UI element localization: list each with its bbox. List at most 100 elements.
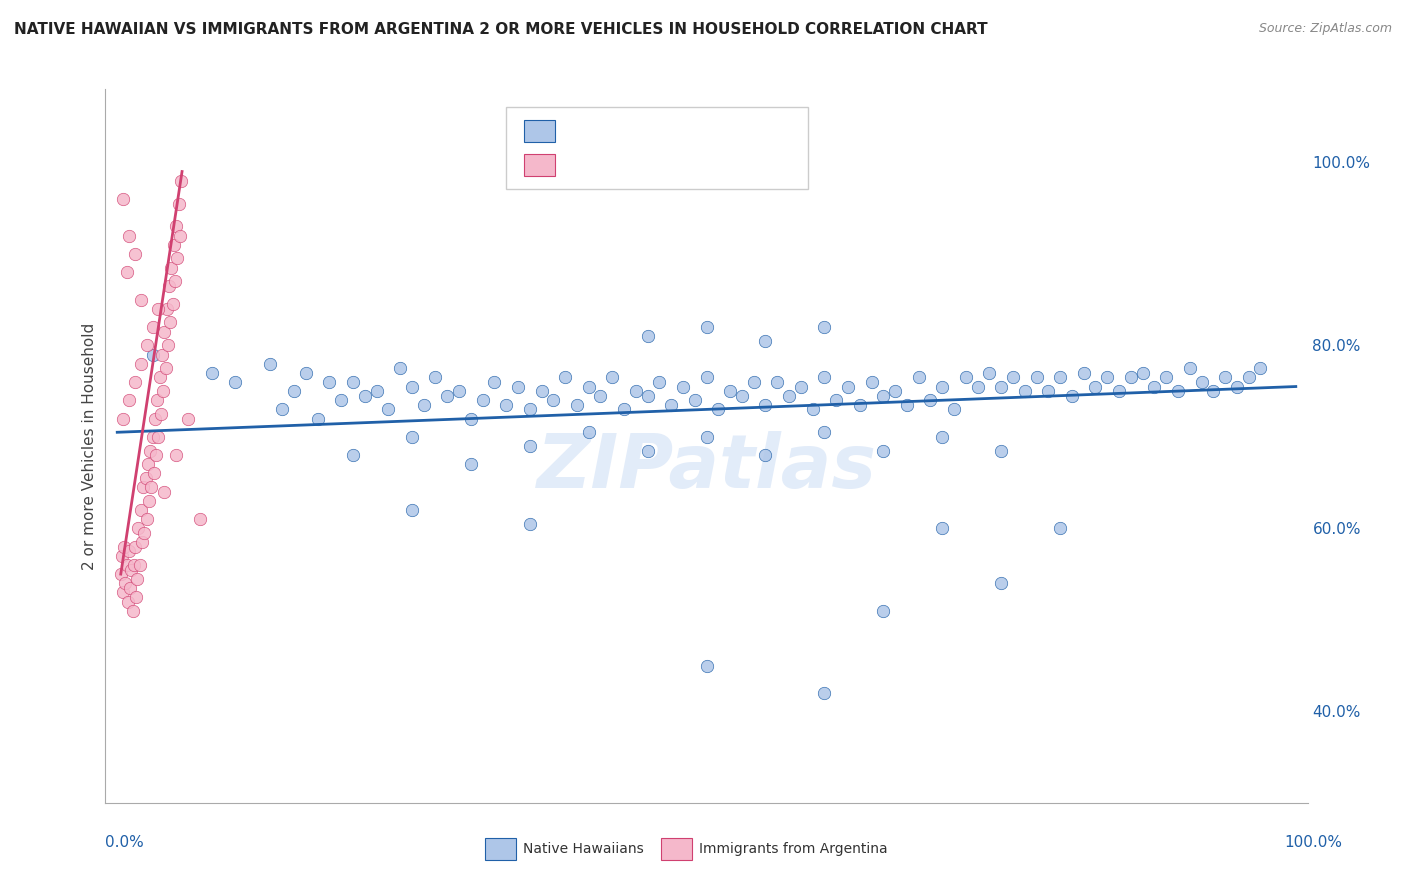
Point (127, 572, 149, 586)
Point (519, 439, 541, 453)
Point (1108, 384, 1130, 398)
Point (1001, 370, 1024, 384)
Point (115, 265, 138, 279)
Point (1014, 384, 1036, 398)
Point (1119, 370, 1142, 384)
Point (259, 357, 281, 371)
Point (112, 192, 135, 206)
Point (718, 384, 741, 398)
Point (271, 402, 294, 417)
Point (648, 375, 671, 389)
Point (696, 430, 718, 444)
Point (110, 567, 132, 582)
Point (167, 196, 190, 211)
Point (696, 658, 718, 673)
Text: R = 0.074   N = 114: R = 0.074 N = 114 (564, 124, 730, 138)
Point (896, 398, 918, 412)
Point (112, 411, 135, 425)
Point (872, 604, 894, 618)
Point (613, 402, 636, 417)
Point (624, 384, 647, 398)
Point (125, 590, 148, 604)
Point (565, 398, 588, 412)
Point (136, 458, 159, 472)
Point (931, 521, 953, 535)
Point (135, 338, 157, 352)
Point (696, 370, 718, 384)
Point (129, 357, 152, 371)
Point (790, 379, 813, 393)
Point (519, 516, 541, 531)
Point (122, 558, 145, 572)
Point (156, 301, 179, 316)
Point (813, 370, 835, 384)
Point (543, 393, 565, 408)
Point (118, 544, 141, 558)
Point (1084, 379, 1107, 393)
Point (447, 384, 470, 398)
Text: 100.0%: 100.0% (1285, 836, 1343, 850)
Point (460, 411, 482, 425)
Point (148, 301, 170, 316)
Point (111, 549, 134, 563)
Point (578, 425, 600, 440)
Point (813, 425, 835, 440)
Point (1226, 379, 1249, 393)
Point (837, 379, 859, 393)
Point (366, 384, 388, 398)
Point (170, 174, 193, 188)
Point (163, 237, 186, 252)
Point (134, 525, 156, 540)
Point (766, 375, 789, 389)
Point (145, 448, 167, 462)
Point (353, 389, 375, 403)
Point (1049, 370, 1071, 384)
Point (307, 411, 329, 425)
Point (142, 430, 165, 444)
Point (1154, 370, 1177, 384)
Point (318, 375, 340, 389)
Point (813, 686, 835, 700)
Point (135, 471, 157, 485)
Point (943, 402, 966, 417)
Point (142, 320, 165, 334)
Point (979, 366, 1001, 380)
Point (129, 293, 152, 307)
Point (149, 370, 172, 384)
Point (1178, 361, 1201, 376)
Point (401, 379, 423, 393)
Point (118, 393, 141, 408)
Point (401, 503, 423, 517)
Point (132, 480, 155, 494)
Point (152, 384, 174, 398)
Point (120, 562, 142, 576)
Point (149, 407, 172, 421)
Point (142, 467, 165, 481)
Point (696, 320, 718, 334)
Point (425, 370, 447, 384)
Point (124, 247, 146, 261)
Point (1237, 370, 1260, 384)
Point (436, 389, 458, 403)
Point (120, 581, 142, 595)
Point (920, 393, 942, 408)
Point (143, 411, 166, 425)
Point (884, 384, 907, 398)
Text: ZIPatlas: ZIPatlas (537, 431, 876, 504)
Point (115, 558, 138, 572)
Point (731, 389, 754, 403)
Point (135, 512, 157, 526)
Point (813, 320, 835, 334)
Point (114, 576, 136, 591)
Point (150, 347, 173, 361)
Point (519, 402, 541, 417)
Point (460, 458, 482, 472)
Point (955, 370, 977, 384)
Point (121, 604, 143, 618)
Point (224, 375, 246, 389)
Point (177, 411, 200, 425)
Point (129, 503, 152, 517)
Point (127, 521, 149, 535)
Point (1132, 366, 1154, 380)
Text: Source: ZipAtlas.com: Source: ZipAtlas.com (1258, 22, 1392, 36)
